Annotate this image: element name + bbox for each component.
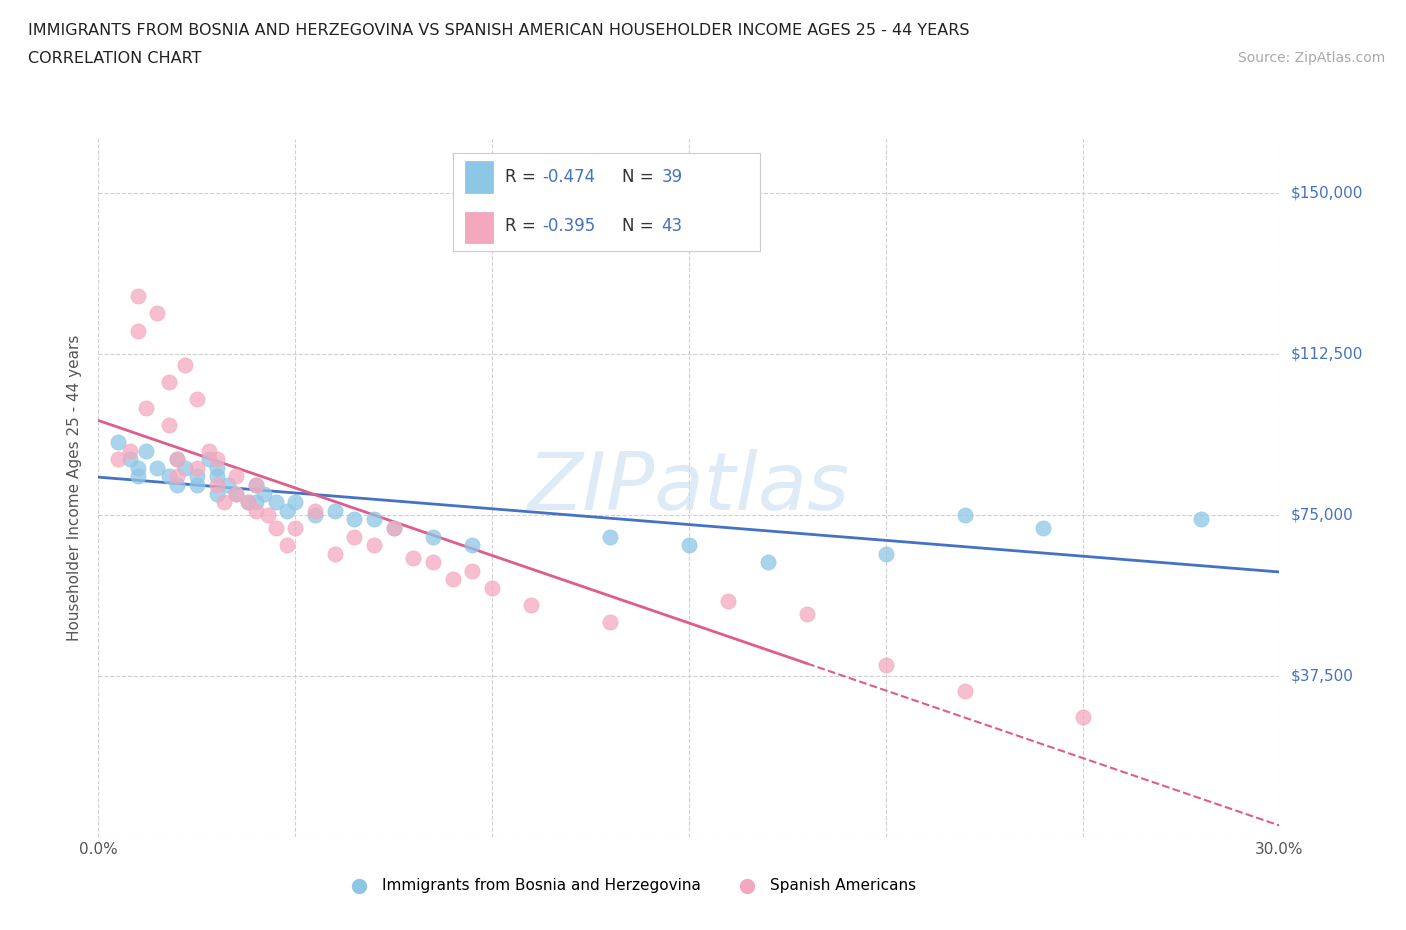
Point bbox=[245, 478, 267, 493]
Point bbox=[481, 580, 503, 595]
Point bbox=[166, 452, 188, 467]
Point bbox=[166, 478, 188, 493]
Point bbox=[127, 469, 149, 484]
Point bbox=[186, 392, 208, 406]
Point bbox=[197, 444, 219, 458]
Point bbox=[236, 495, 259, 510]
Point bbox=[276, 538, 298, 552]
Point bbox=[343, 512, 366, 526]
Point bbox=[796, 606, 818, 621]
Point bbox=[205, 452, 228, 467]
Point bbox=[253, 486, 276, 501]
Point bbox=[225, 469, 247, 484]
Point bbox=[157, 418, 180, 432]
Text: Source: ZipAtlas.com: Source: ZipAtlas.com bbox=[1237, 51, 1385, 65]
Text: $112,500: $112,500 bbox=[1291, 347, 1362, 362]
Point bbox=[284, 521, 307, 536]
Point bbox=[1071, 710, 1094, 724]
Point bbox=[875, 658, 897, 672]
Point bbox=[166, 452, 188, 467]
Point bbox=[245, 478, 267, 493]
Point bbox=[127, 323, 149, 338]
Point bbox=[520, 598, 543, 613]
Point bbox=[214, 495, 236, 510]
Point bbox=[422, 555, 444, 570]
Point bbox=[441, 572, 464, 587]
Point bbox=[599, 615, 621, 630]
Point bbox=[205, 486, 228, 501]
Point bbox=[256, 508, 278, 523]
Point bbox=[264, 495, 287, 510]
Point bbox=[304, 508, 326, 523]
Point bbox=[205, 460, 228, 475]
Point bbox=[245, 503, 267, 518]
Y-axis label: Householder Income Ages 25 - 44 years: Householder Income Ages 25 - 44 years bbox=[67, 335, 83, 642]
Point bbox=[174, 357, 197, 372]
Point bbox=[276, 503, 298, 518]
Point bbox=[422, 529, 444, 544]
Point bbox=[678, 538, 700, 552]
Point bbox=[225, 486, 247, 501]
Point bbox=[382, 521, 405, 536]
Point bbox=[1189, 512, 1212, 526]
Point bbox=[225, 486, 247, 501]
Point bbox=[135, 444, 157, 458]
Text: $150,000: $150,000 bbox=[1291, 186, 1362, 201]
Point bbox=[323, 546, 346, 561]
Point bbox=[284, 495, 307, 510]
Point bbox=[118, 444, 141, 458]
Point bbox=[166, 469, 188, 484]
Point bbox=[127, 288, 149, 303]
Text: CORRELATION CHART: CORRELATION CHART bbox=[28, 51, 201, 66]
Point bbox=[343, 529, 366, 544]
Point bbox=[461, 564, 484, 578]
Point bbox=[1032, 521, 1054, 536]
Text: $75,000: $75,000 bbox=[1291, 508, 1354, 523]
Point bbox=[363, 538, 385, 552]
Point bbox=[157, 375, 180, 390]
Legend: Immigrants from Bosnia and Herzegovina, Spanish Americans: Immigrants from Bosnia and Herzegovina, … bbox=[337, 872, 922, 899]
Point bbox=[107, 434, 129, 449]
Point bbox=[599, 529, 621, 544]
Point bbox=[323, 503, 346, 518]
Point bbox=[461, 538, 484, 552]
Point bbox=[186, 478, 208, 493]
Point bbox=[146, 460, 169, 475]
Point bbox=[236, 495, 259, 510]
Point bbox=[875, 546, 897, 561]
Point bbox=[174, 460, 197, 475]
Point bbox=[135, 400, 157, 415]
Point bbox=[217, 478, 239, 493]
Point bbox=[186, 460, 208, 475]
Point bbox=[146, 306, 169, 321]
Point bbox=[107, 452, 129, 467]
Point bbox=[157, 469, 180, 484]
Text: IMMIGRANTS FROM BOSNIA AND HERZEGOVINA VS SPANISH AMERICAN HOUSEHOLDER INCOME AG: IMMIGRANTS FROM BOSNIA AND HERZEGOVINA V… bbox=[28, 23, 970, 38]
Text: ZIPatlas: ZIPatlas bbox=[527, 449, 851, 527]
Point bbox=[264, 521, 287, 536]
Point bbox=[363, 512, 385, 526]
Point bbox=[205, 478, 228, 493]
Point bbox=[717, 593, 740, 608]
Point bbox=[127, 460, 149, 475]
Point bbox=[186, 469, 208, 484]
Point bbox=[118, 452, 141, 467]
Point bbox=[205, 469, 228, 484]
Text: $37,500: $37,500 bbox=[1291, 669, 1354, 684]
Point bbox=[304, 503, 326, 518]
Point bbox=[245, 495, 267, 510]
Point bbox=[382, 521, 405, 536]
Point bbox=[756, 555, 779, 570]
Point bbox=[953, 684, 976, 698]
Point bbox=[197, 452, 219, 467]
Point bbox=[953, 508, 976, 523]
Point bbox=[402, 551, 425, 565]
